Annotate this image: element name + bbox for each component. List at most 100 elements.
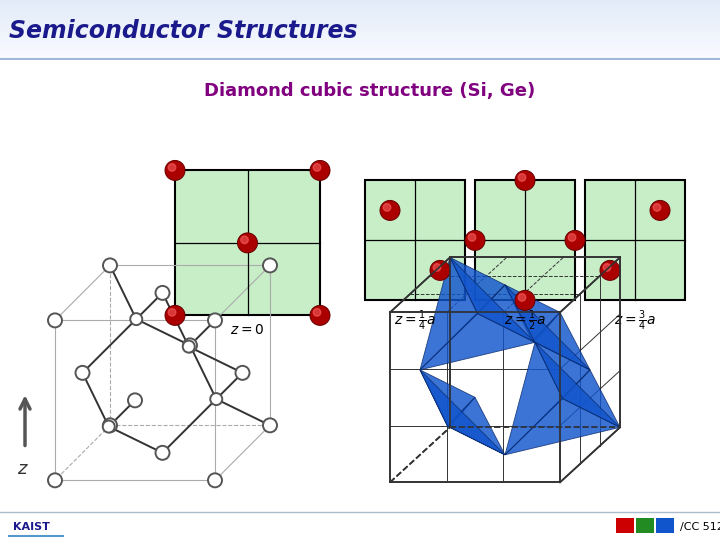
Bar (0, 38, 720, 40)
Polygon shape (562, 370, 620, 427)
Bar (0, 46, 720, 49)
Bar (0, 24, 720, 26)
Polygon shape (505, 342, 562, 455)
Circle shape (76, 366, 89, 380)
Bar (0, 20, 720, 22)
Circle shape (183, 341, 194, 353)
Bar (0, 6, 720, 8)
Text: KAIST: KAIST (13, 522, 50, 532)
Circle shape (48, 474, 62, 487)
Circle shape (128, 393, 142, 407)
Polygon shape (450, 258, 505, 314)
Polygon shape (477, 285, 535, 342)
Circle shape (518, 174, 526, 181)
Bar (585, 180, 685, 300)
Bar (0, 14, 720, 16)
Text: $z=\frac{1}{2}a$: $z=\frac{1}{2}a$ (504, 308, 546, 333)
Circle shape (156, 446, 169, 460)
Bar (0, 44, 720, 46)
Bar (0, 2, 720, 4)
Bar (0, 50, 720, 52)
Circle shape (156, 286, 169, 300)
Circle shape (165, 306, 185, 326)
Circle shape (208, 474, 222, 487)
Bar (0, 4, 720, 6)
Bar (0, 26, 720, 28)
Text: $z=\frac{3}{4}a$: $z=\frac{3}{4}a$ (614, 308, 656, 333)
Circle shape (603, 264, 611, 271)
Circle shape (380, 200, 400, 220)
Circle shape (650, 200, 670, 220)
Bar (0, 10, 720, 12)
Bar (0, 28, 720, 30)
Circle shape (130, 313, 143, 325)
Polygon shape (505, 370, 590, 455)
Circle shape (433, 264, 441, 271)
Polygon shape (533, 312, 590, 370)
Circle shape (515, 171, 535, 191)
Bar (0, 52, 720, 55)
Circle shape (468, 234, 476, 241)
Circle shape (465, 231, 485, 251)
Circle shape (383, 204, 391, 211)
Circle shape (168, 308, 176, 316)
Circle shape (310, 160, 330, 180)
Text: Semiconductor Structures: Semiconductor Structures (9, 19, 357, 43)
Polygon shape (420, 285, 505, 370)
Polygon shape (505, 285, 535, 342)
Bar (0, 16, 720, 18)
Circle shape (103, 418, 117, 433)
Polygon shape (535, 342, 620, 427)
Polygon shape (420, 314, 535, 370)
Bar (0, 49, 720, 50)
Circle shape (565, 231, 585, 251)
Text: $z$: $z$ (17, 460, 29, 478)
Circle shape (263, 259, 277, 272)
Circle shape (165, 160, 185, 180)
Polygon shape (420, 370, 450, 427)
Circle shape (183, 339, 197, 353)
Bar (0, 22, 720, 24)
Bar (0, 34, 720, 36)
Bar (365, 180, 465, 300)
Circle shape (515, 291, 535, 310)
Circle shape (313, 164, 321, 171)
Polygon shape (450, 258, 535, 342)
Polygon shape (448, 397, 475, 427)
Circle shape (518, 294, 526, 301)
Bar (656, 518, 674, 532)
Polygon shape (505, 285, 590, 370)
Circle shape (208, 313, 222, 327)
Circle shape (48, 313, 62, 327)
Circle shape (263, 418, 277, 433)
Bar (0, 42, 720, 44)
Polygon shape (448, 426, 505, 455)
Bar (0, 55, 720, 57)
Circle shape (235, 366, 250, 380)
Circle shape (313, 308, 321, 316)
Polygon shape (505, 285, 560, 341)
Bar (475, 180, 575, 300)
Bar (636, 518, 654, 532)
Bar (0, 58, 720, 60)
Polygon shape (448, 397, 505, 455)
Polygon shape (535, 342, 590, 399)
Circle shape (103, 259, 117, 272)
Bar (0, 36, 720, 38)
Bar (0, 40, 720, 42)
Text: /CC 512/: /CC 512/ (680, 522, 720, 532)
Circle shape (210, 393, 222, 405)
Circle shape (430, 260, 450, 280)
Circle shape (168, 164, 176, 171)
Bar (616, 518, 634, 532)
Bar (0, 12, 720, 14)
Text: $z=\frac{1}{4}a$: $z=\frac{1}{4}a$ (394, 308, 436, 333)
Text: $z=0$: $z=0$ (230, 323, 264, 338)
Circle shape (103, 421, 114, 433)
Circle shape (240, 236, 248, 244)
Bar (0, 57, 720, 58)
Circle shape (310, 306, 330, 326)
Polygon shape (505, 399, 620, 455)
Circle shape (653, 204, 661, 211)
Bar (0, 30, 720, 32)
